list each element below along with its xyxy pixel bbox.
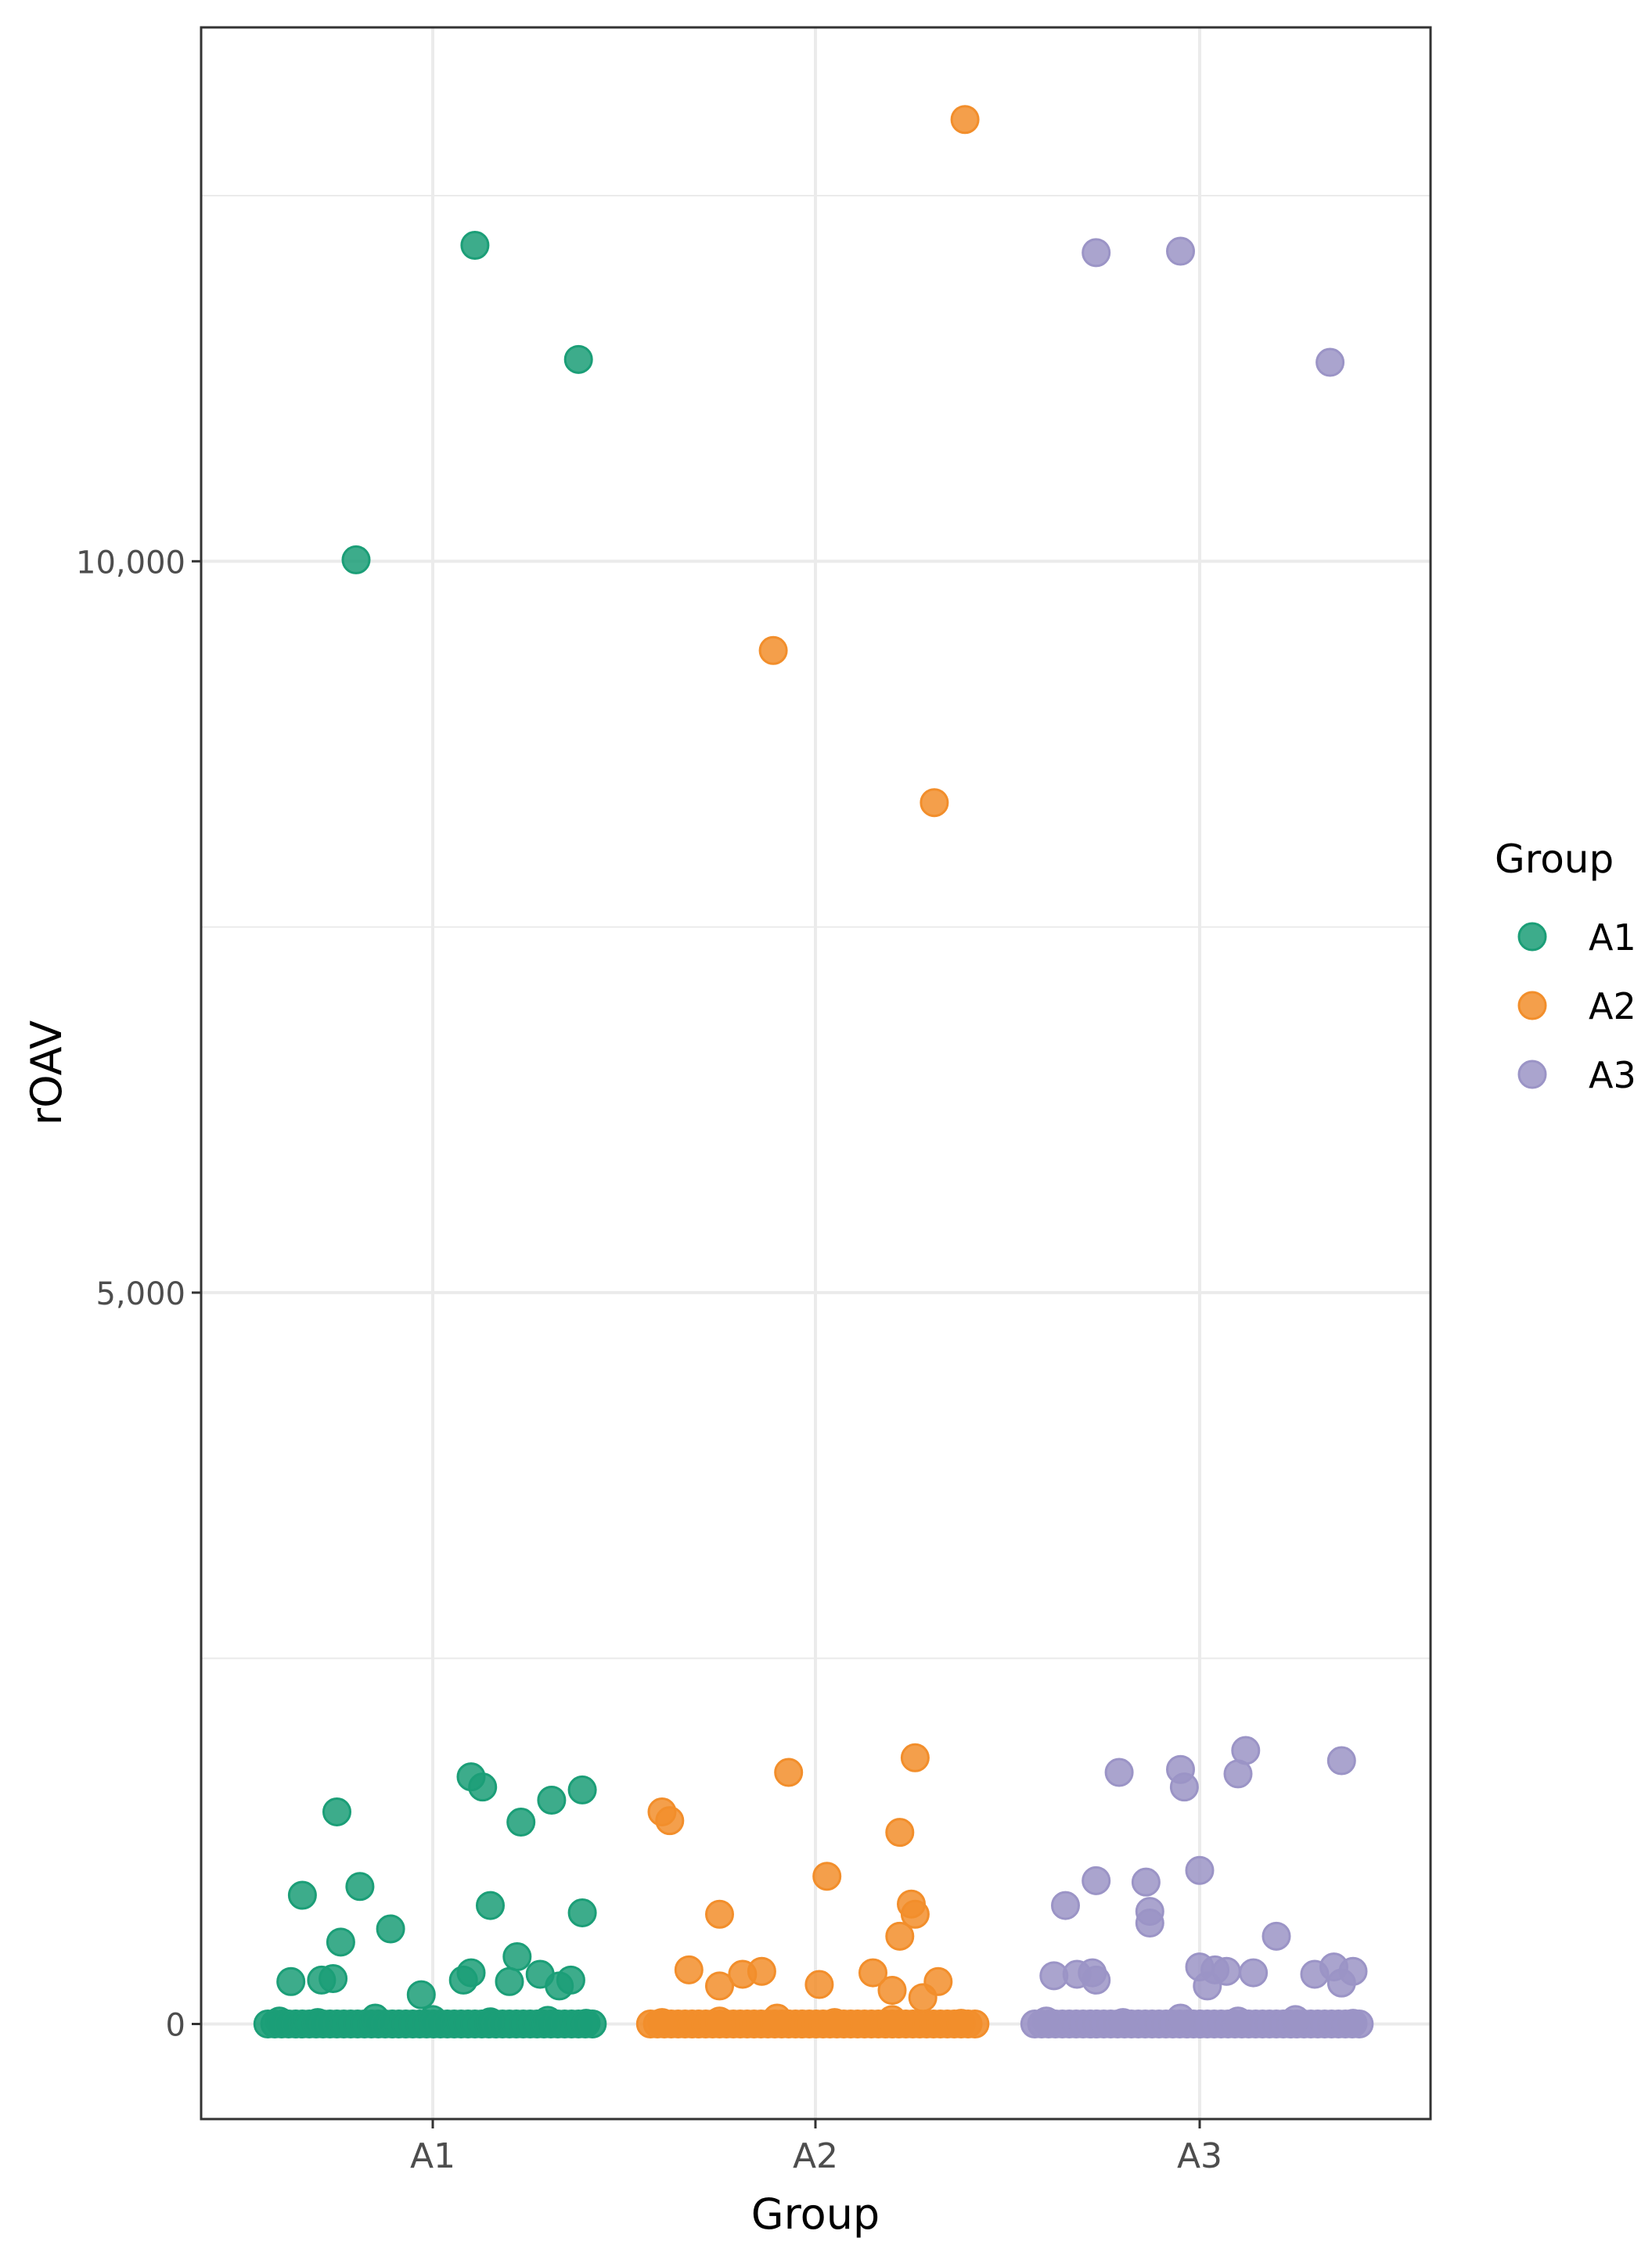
data-point-a2 <box>950 105 980 135</box>
data-point-a3 <box>1082 238 1111 268</box>
data-point-a3 <box>1169 1772 1199 1802</box>
data-point-a2 <box>647 2008 677 2038</box>
y-axis-title: rOAV <box>22 1020 71 1125</box>
legend-key-a2 <box>1517 991 1547 1020</box>
data-point-a2 <box>946 2009 976 2038</box>
data-point-a2 <box>747 1956 776 1986</box>
data-point-a3 <box>1326 1746 1356 1776</box>
data-point-a1 <box>563 344 593 374</box>
data-point-a1 <box>556 1965 585 1995</box>
data-point-a1 <box>571 2009 601 2038</box>
data-points <box>253 105 1374 2038</box>
data-point-a1 <box>322 1797 351 1826</box>
data-point-a3 <box>1108 2008 1138 2038</box>
data-point-a3 <box>1326 1968 1356 1998</box>
data-point-a3 <box>1223 1759 1253 1789</box>
data-point-a2 <box>908 1983 938 2013</box>
data-point-a3 <box>1166 236 1195 266</box>
legend-key-a1 <box>1517 922 1547 952</box>
data-point-a1 <box>567 1898 597 1927</box>
data-point-a2 <box>877 2005 907 2035</box>
data-point-a1 <box>468 1772 498 1802</box>
data-point-a2 <box>900 1743 930 1772</box>
x-tick-label: A3 <box>1177 2136 1222 2176</box>
data-point-a3 <box>1131 1867 1161 1897</box>
data-point-a1 <box>326 1927 355 1957</box>
data-point-a1 <box>476 1891 505 1920</box>
data-point-a1 <box>460 231 490 261</box>
data-point-a1 <box>567 1775 597 1804</box>
data-point-a3 <box>1223 2006 1253 2036</box>
y-tick-label: 0 <box>166 2008 185 2044</box>
legend-key-a3 <box>1517 1060 1547 1089</box>
data-point-a2 <box>674 1955 704 1984</box>
data-point-a1 <box>448 1965 478 1995</box>
data-point-a3 <box>1166 2003 1195 2033</box>
legend-label-a3: A3 <box>1589 1054 1636 1096</box>
data-point-a1 <box>537 1786 567 1815</box>
data-point-a1 <box>495 1966 524 1996</box>
data-point-a3 <box>1082 1866 1111 1895</box>
legend-title: Group <box>1495 837 1614 882</box>
data-point-a2 <box>920 788 949 818</box>
data-point-a2 <box>774 1758 804 1787</box>
x-tick-label: A1 <box>410 2136 455 2176</box>
legend: Group A1 A2 A3 <box>1495 837 1636 1096</box>
data-point-a1 <box>265 2006 294 2036</box>
data-point-a1 <box>418 2005 448 2035</box>
data-point-a3 <box>1315 347 1345 377</box>
data-point-a2 <box>858 1958 887 1988</box>
data-point-a1 <box>276 1966 306 1996</box>
data-point-a2 <box>705 2006 734 2036</box>
data-point-a2 <box>820 2008 849 2038</box>
data-point-a1 <box>502 1942 532 1972</box>
data-point-a1 <box>476 2007 505 2037</box>
data-point-a2 <box>877 1976 907 2006</box>
data-point-a1 <box>506 1808 536 1837</box>
data-point-a2 <box>885 1818 915 1848</box>
data-point-a1 <box>319 1964 348 1994</box>
data-point-a2 <box>900 1899 930 1929</box>
x-tick-label: A2 <box>793 2136 838 2176</box>
data-point-a2 <box>758 635 788 665</box>
legend-label-a2: A2 <box>1589 985 1636 1027</box>
data-point-a3 <box>1185 1855 1215 1885</box>
data-point-a3 <box>1051 1891 1080 1920</box>
data-point-a1 <box>303 2008 333 2038</box>
data-point-a3 <box>1135 1909 1164 1938</box>
data-point-a3 <box>1031 2006 1061 2036</box>
y-axis: 0 5,000 10,000 <box>76 545 201 2044</box>
data-point-a1 <box>341 545 371 574</box>
data-point-a3 <box>1261 1921 1291 1951</box>
x-axis: A1 A2 A3 <box>410 2119 1222 2176</box>
data-point-a3 <box>1082 1965 1111 1995</box>
data-point-a1 <box>361 2003 390 2033</box>
data-point-a1 <box>345 1872 375 1902</box>
y-tick-label: 5,000 <box>95 1276 185 1312</box>
data-point-a1 <box>376 1914 405 1944</box>
data-point-a2 <box>804 1970 834 1999</box>
data-point-a1 <box>287 1880 317 1910</box>
data-point-a2 <box>812 1862 842 1891</box>
data-point-a3 <box>1281 2005 1310 2035</box>
data-point-a3 <box>1239 1958 1269 1988</box>
data-point-a2 <box>885 1921 915 1951</box>
data-point-a2 <box>655 1806 685 1836</box>
data-point-a2 <box>705 1971 734 2001</box>
y-tick-label: 10,000 <box>76 545 185 581</box>
data-point-a3 <box>1338 2009 1368 2038</box>
data-point-a1 <box>533 2006 563 2035</box>
data-point-a3 <box>1193 1971 1222 2001</box>
x-axis-title: Group <box>751 2189 880 2239</box>
data-point-a2 <box>705 1899 734 1929</box>
data-point-a3 <box>1104 1758 1134 1787</box>
data-point-a2 <box>762 2003 792 2033</box>
legend-label-a1: A1 <box>1589 916 1636 959</box>
data-point-a1 <box>406 1980 436 2010</box>
